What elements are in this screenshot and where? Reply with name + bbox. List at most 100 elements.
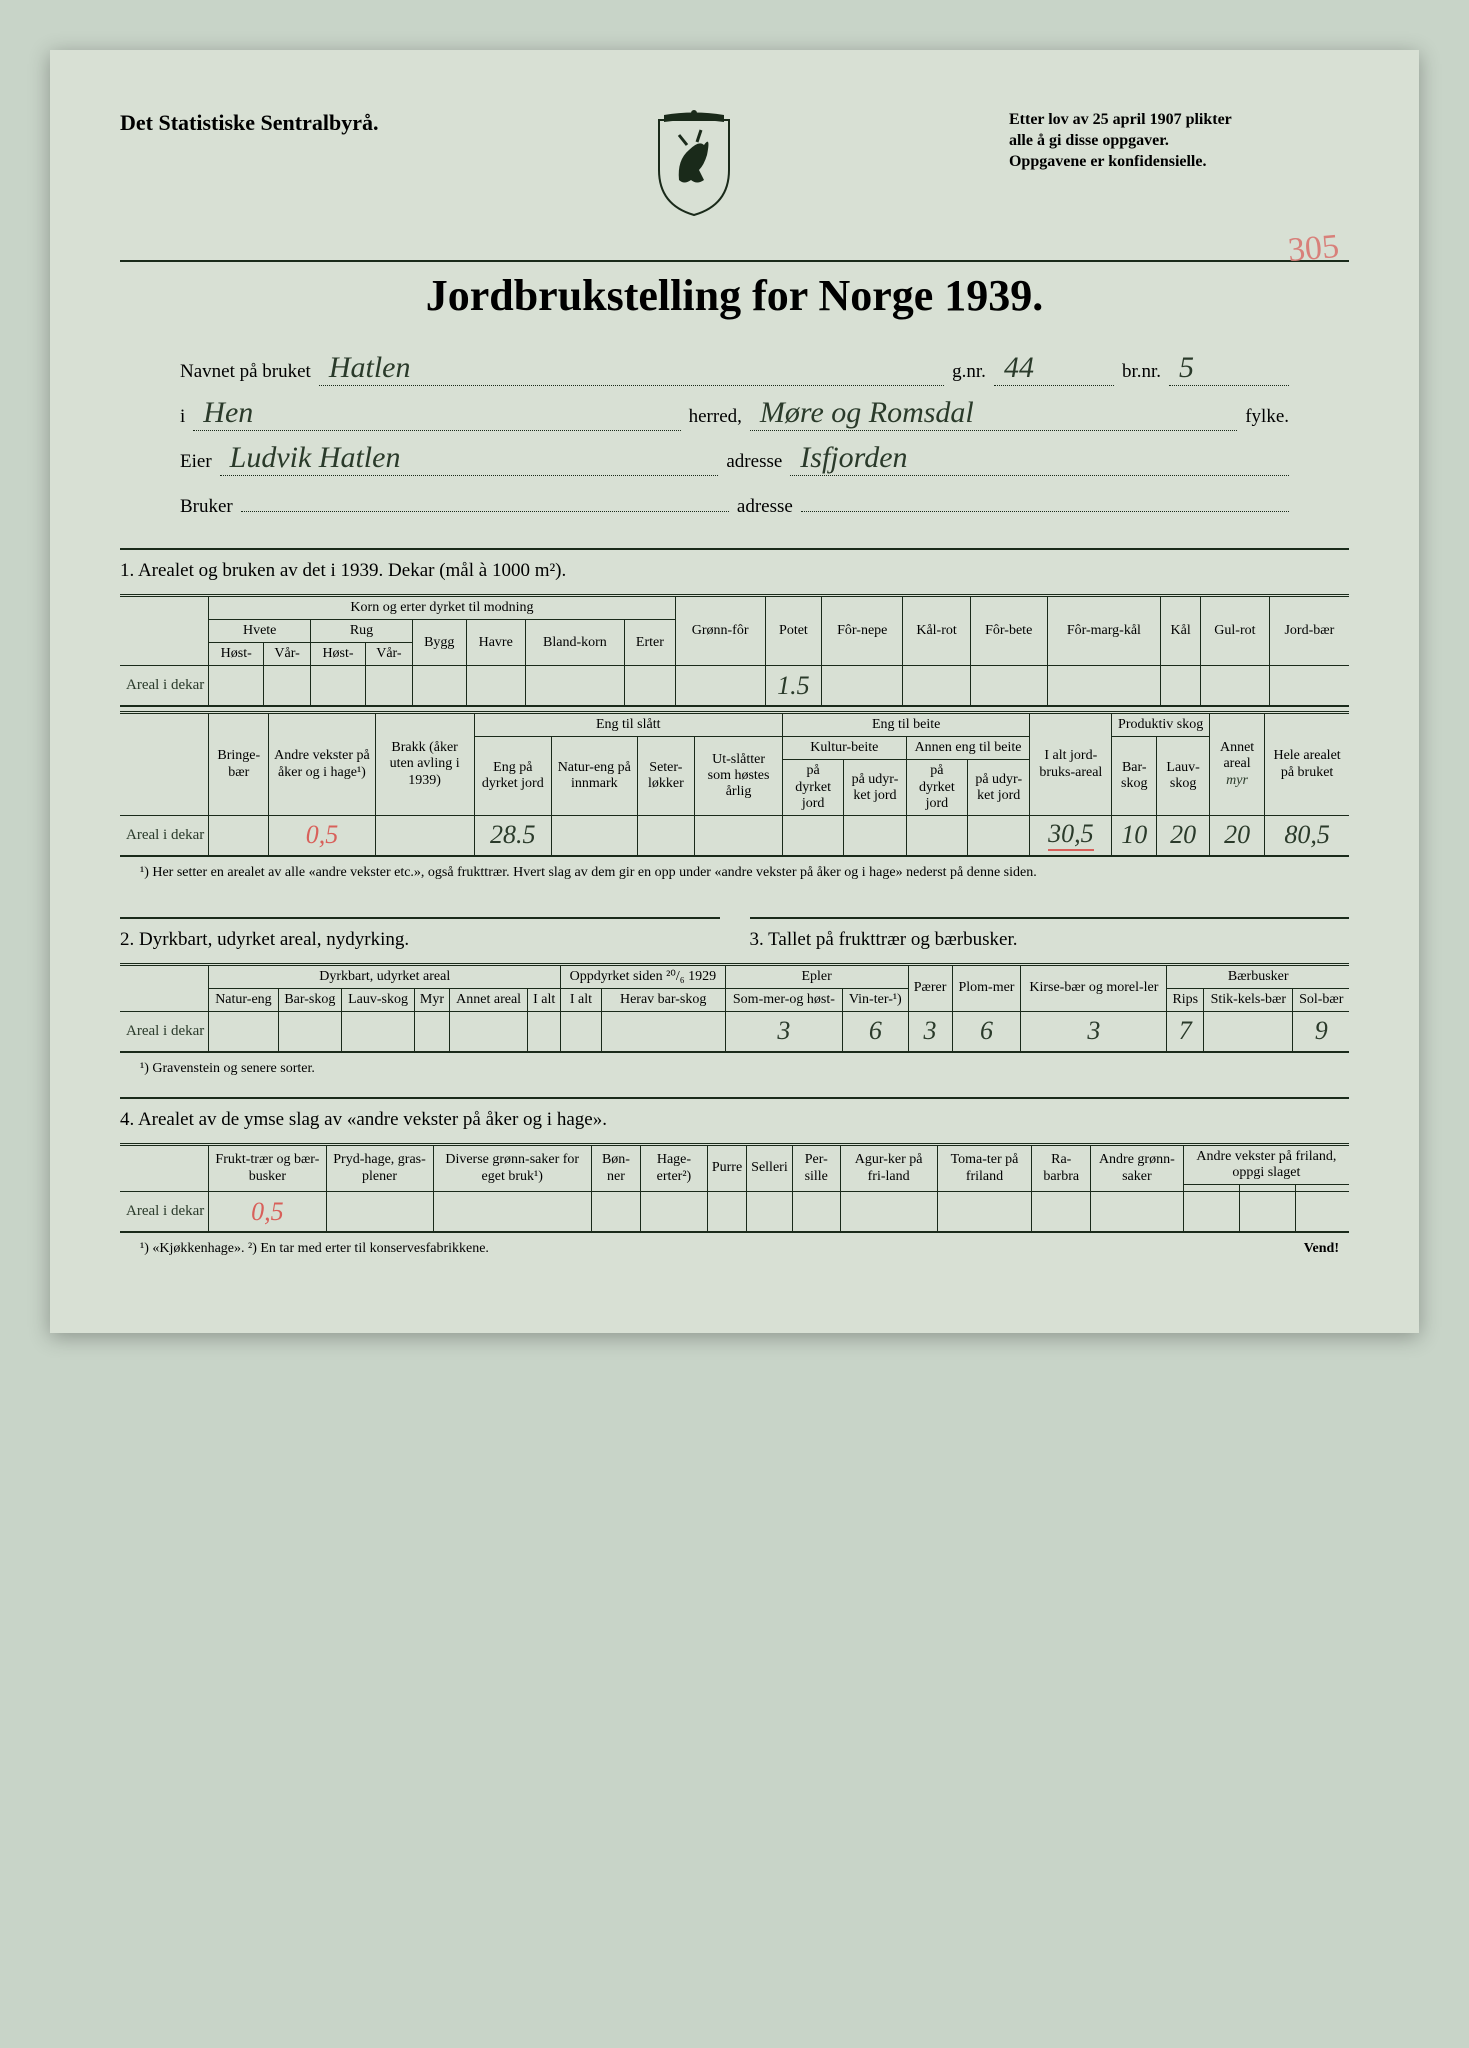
table-4: Frukt-trær og bær-busker Pryd-hage, gras… bbox=[120, 1143, 1349, 1233]
th-s2-lauvskog: Lauv-skog bbox=[342, 988, 415, 1011]
section-4-title: 4. Arealet av de ymse slag av «andre vek… bbox=[120, 1097, 1349, 1131]
th-vinter: Vin-ter-¹) bbox=[843, 988, 908, 1011]
th-ae-udyrket: på udyr-ket jord bbox=[968, 760, 1030, 815]
val-paerer: 3 bbox=[908, 1011, 952, 1051]
th-kb-dyrket: på dyrket jord bbox=[782, 760, 843, 815]
table-1b: Bringe-bær Andre vekster på åker og i ha… bbox=[120, 711, 1349, 856]
th-barskog: Bar-skog bbox=[1112, 737, 1157, 815]
th-kb-udyrket: på udyr-ket jord bbox=[844, 760, 906, 815]
th-frukttraer: Frukt-trær og bær-busker bbox=[209, 1146, 326, 1192]
th-selleri: Selleri bbox=[747, 1146, 793, 1192]
value-adresse-1: Isfjorden bbox=[790, 441, 1289, 476]
th-s2-myr: Myr bbox=[414, 988, 449, 1011]
th-forbete: Fôr-bete bbox=[970, 597, 1047, 666]
th-kalrot: Kål-rot bbox=[903, 597, 971, 666]
identifier-section: Navnet på bruket Hatlen g.nr. 44 br.nr. … bbox=[120, 351, 1349, 518]
footnote-3: ¹) Gravenstein og senere sorter. bbox=[140, 1061, 1349, 1077]
th-fornepe: Fôr-nepe bbox=[822, 597, 903, 666]
th-ae-dyrket: på dyrket jord bbox=[906, 760, 967, 815]
th-sommer: Som-mer-og høst- bbox=[725, 988, 842, 1011]
th-annen-eng-beite: Annen eng til beite bbox=[906, 737, 1030, 760]
th-rug-var: Vår- bbox=[365, 643, 412, 666]
th-gulrot: Gul-rot bbox=[1201, 597, 1270, 666]
th-bringebaer: Bringe-bær bbox=[209, 714, 269, 815]
value-brnr: 5 bbox=[1169, 351, 1289, 386]
th-persille: Per-sille bbox=[792, 1146, 840, 1192]
coat-of-arms-icon bbox=[649, 110, 739, 220]
val-solbaer: 9 bbox=[1293, 1011, 1349, 1051]
footnote-4: ¹) «Kjøkkenhage». ²) En tar med erter ti… bbox=[140, 1241, 1349, 1257]
row-label-4: Areal i dekar bbox=[120, 1192, 209, 1232]
val-eng-dyrket: 28.5 bbox=[474, 815, 551, 855]
th-eng-dyrket: Eng på dyrket jord bbox=[474, 737, 551, 815]
th-korn: Korn og erter dyrket til modning bbox=[209, 597, 675, 620]
legal-line-3: Oppgavene er konfidensielle. bbox=[1009, 152, 1349, 173]
section-3-title: 3. Tallet på frukttrær og bærbusker. bbox=[750, 917, 1350, 951]
th-kulturbeite: Kultur-beite bbox=[782, 737, 906, 760]
th-s2-annet: Annet areal bbox=[450, 988, 528, 1011]
th-andre-vekster: Andre vekster på åker og i hage¹) bbox=[269, 714, 375, 815]
th-oppdyrket: Oppdyrket siden ²⁰/₆ 1929 bbox=[561, 966, 726, 989]
row-label-2: Areal i dekar bbox=[120, 1011, 209, 1051]
th-blandkorn: Bland-korn bbox=[525, 620, 624, 666]
label-adresse-1: adresse bbox=[726, 451, 782, 473]
label-eier: Eier bbox=[180, 451, 212, 473]
legal-line-1: Etter lov av 25 april 1907 plikter bbox=[1009, 110, 1349, 131]
th-stikkelsbaer: Stik-kels-bær bbox=[1204, 988, 1293, 1011]
value-herred: Møre og Romsdal bbox=[750, 396, 1237, 431]
value-adresse-2 bbox=[801, 486, 1289, 512]
val-kirsebaer: 3 bbox=[1021, 1011, 1167, 1051]
corner-annotation: 305 bbox=[1286, 228, 1340, 270]
agency-name: Det Statistiske Sentralbyrå. bbox=[120, 110, 378, 136]
label-herred: herred, bbox=[689, 406, 742, 428]
val-frukttraer: 0,5 bbox=[209, 1192, 326, 1232]
val-ialt: 30,5 bbox=[1030, 815, 1112, 855]
val-plommer: 6 bbox=[952, 1011, 1021, 1051]
th-s2-natureng: Natur-eng bbox=[209, 988, 278, 1011]
val-annet: 20 bbox=[1209, 815, 1264, 855]
th-s2-ialt: I alt bbox=[528, 988, 561, 1011]
val-hele: 80,5 bbox=[1265, 815, 1349, 855]
label-fylke: fylke. bbox=[1245, 406, 1289, 428]
th-hvete: Hvete bbox=[209, 620, 311, 643]
val-andre-vekster: 0,5 bbox=[269, 815, 375, 855]
th-solbaer: Sol-bær bbox=[1293, 988, 1349, 1011]
th-andre-gronn: Andre grønn-saker bbox=[1091, 1146, 1184, 1192]
th-erter: Erter bbox=[625, 620, 676, 666]
th-formargkal: Fôr-marg-kål bbox=[1047, 597, 1161, 666]
th-brakk: Brakk (åker uten avling i 1939) bbox=[375, 714, 474, 815]
label-bruker: Bruker bbox=[180, 496, 233, 518]
th-havre: Havre bbox=[466, 620, 525, 666]
th-hele-arealet: Hele arealet på bruket bbox=[1265, 714, 1349, 815]
page-header: Det Statistiske Sentralbyrå. Etter lov a… bbox=[120, 110, 1349, 220]
value-gnr: 44 bbox=[994, 351, 1114, 386]
th-diverse: Diverse grønn-saker for eget bruk¹) bbox=[433, 1146, 591, 1192]
th-seterlokker: Seter-løkker bbox=[637, 737, 695, 815]
th-rug-host: Høst- bbox=[311, 643, 366, 666]
value-i: Hen bbox=[193, 396, 680, 431]
th-natureng-innmark: Natur-eng på innmark bbox=[552, 737, 637, 815]
value-bruker bbox=[241, 486, 729, 512]
section-1-title: 1. Arealet og bruken av det i 1939. Deka… bbox=[120, 548, 1349, 582]
val-vinter: 6 bbox=[843, 1011, 908, 1051]
row-label-1a: Areal i dekar bbox=[120, 666, 209, 706]
label-navnet: Navnet på bruket bbox=[180, 361, 311, 383]
th-ialt-jord: I alt jord-bruks-areal bbox=[1030, 714, 1112, 815]
th-baerbusker: Bærbusker bbox=[1167, 966, 1349, 989]
form-title: Jordbrukstelling for Norge 1939. bbox=[120, 260, 1349, 321]
census-form-page: Det Statistiske Sentralbyrå. Etter lov a… bbox=[50, 50, 1419, 1333]
val-lauvskog: 20 bbox=[1157, 815, 1210, 855]
th-rabarbra: Ra-barbra bbox=[1032, 1146, 1091, 1192]
val-barskog: 10 bbox=[1112, 815, 1157, 855]
th-gronnfor: Grønn-fôr bbox=[675, 597, 765, 666]
value-eier: Ludvik Hatlen bbox=[220, 441, 719, 476]
th-utslatter: Ut-slåtter som høstes årlig bbox=[695, 737, 783, 815]
th-hvete-var: Vår- bbox=[264, 643, 311, 666]
th-rug: Rug bbox=[311, 620, 413, 643]
label-adresse-2: adresse bbox=[737, 496, 793, 518]
th-eng-slatt: Eng til slått bbox=[474, 714, 782, 737]
th-s2-herav: Herav bar-skog bbox=[601, 988, 725, 1011]
th-purre: Purre bbox=[707, 1146, 746, 1192]
legal-line-2: alle å gi disse oppgaver. bbox=[1009, 131, 1349, 152]
table-1a: Korn og erter dyrket til modning Grønn-f… bbox=[120, 594, 1349, 707]
